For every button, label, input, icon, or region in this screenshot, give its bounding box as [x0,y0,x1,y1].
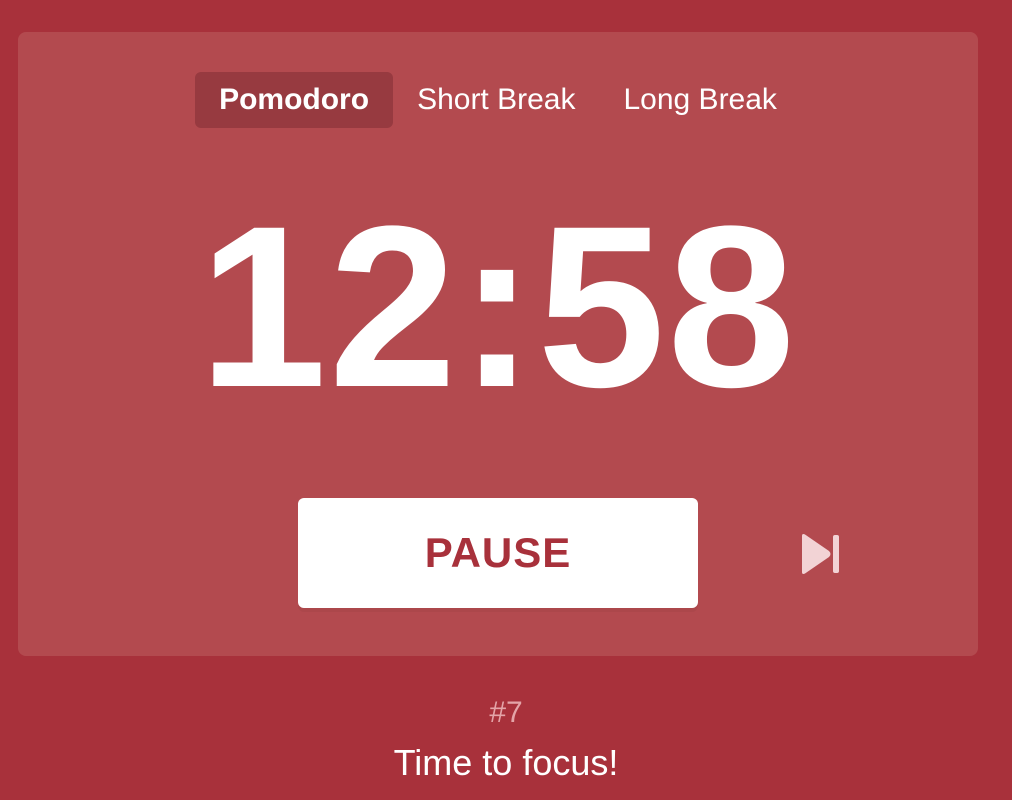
timer-card: Pomodoro Short Break Long Break 12:58 PA… [18,32,978,656]
status-message: Time to focus! [393,742,619,783]
skip-button[interactable] [794,526,846,582]
pause-button[interactable]: PAUSE [298,498,698,608]
mode-tabs: Pomodoro Short Break Long Break [18,72,978,128]
tab-pomodoro[interactable]: Pomodoro [195,72,394,128]
skip-next-icon [802,534,839,574]
tab-short-break[interactable]: Short Break [417,83,576,116]
timer-display: 12:58 [198,178,798,435]
tab-long-break[interactable]: Long Break [623,83,777,116]
round-count: #7 [489,696,523,729]
